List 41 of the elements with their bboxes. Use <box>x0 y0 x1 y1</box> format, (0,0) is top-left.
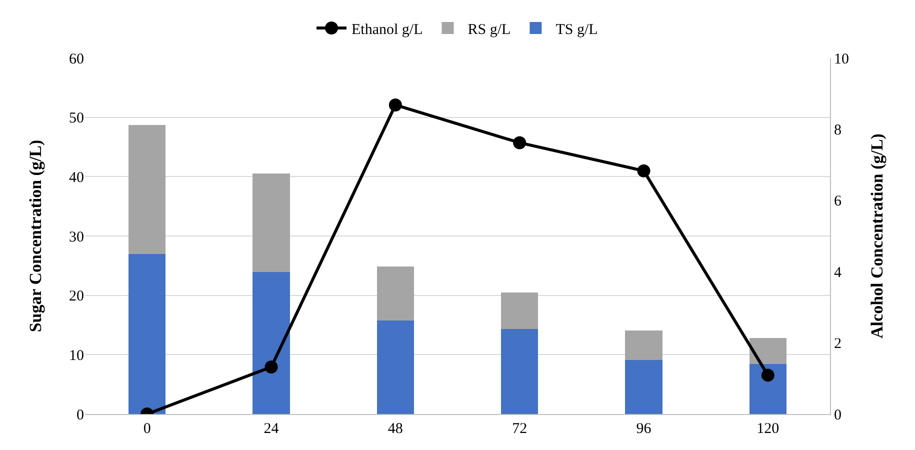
y-tick-label: 10 <box>69 348 84 364</box>
y2-tick-label: 4 <box>834 264 842 281</box>
bar <box>128 125 166 254</box>
y-tick-label: 40 <box>69 170 84 186</box>
y2-tick-label: 0 <box>834 407 842 424</box>
bar <box>625 330 662 360</box>
y2-tick-label: 2 <box>834 336 842 352</box>
point <box>637 164 650 178</box>
y2-axis-title: Alcohol Concentration (g/L) <box>868 134 886 338</box>
x-tick-label: 24 <box>264 421 280 437</box>
x-tick-label: 96 <box>636 421 652 437</box>
y-tick-label: 50 <box>69 110 84 127</box>
bar <box>128 254 166 414</box>
bar <box>500 329 538 414</box>
point <box>264 360 278 374</box>
x-tick-label: 0 <box>143 421 151 437</box>
bar <box>625 360 662 414</box>
y-tick-label: 60 <box>69 51 84 68</box>
bar <box>252 174 290 272</box>
x-tick-label: 48 <box>388 421 403 437</box>
bar <box>376 266 414 320</box>
bar <box>376 320 414 414</box>
legend-label: Ethanol g/L <box>352 22 423 38</box>
bar <box>500 292 538 330</box>
y-tick-label: 20 <box>69 288 84 305</box>
y-tick-label: 0 <box>76 407 84 424</box>
bar <box>749 338 787 364</box>
point <box>388 98 402 112</box>
point <box>513 136 526 150</box>
y2-tick-label: 6 <box>834 194 842 210</box>
y-tick-label: 30 <box>69 229 84 246</box>
y2-tick-label: 10 <box>834 51 849 68</box>
point <box>761 368 774 382</box>
x-tick-label: 120 <box>756 421 780 437</box>
y2-tick-label: 8 <box>834 122 842 138</box>
y-axis-title: Sugar Concentration (g/L) <box>26 140 45 332</box>
bar <box>252 272 290 414</box>
legend-label: RS g/L <box>468 22 511 38</box>
legend-label: TS g/L <box>556 22 598 38</box>
bar <box>749 364 787 414</box>
x-tick-label: 72 <box>512 421 528 437</box>
